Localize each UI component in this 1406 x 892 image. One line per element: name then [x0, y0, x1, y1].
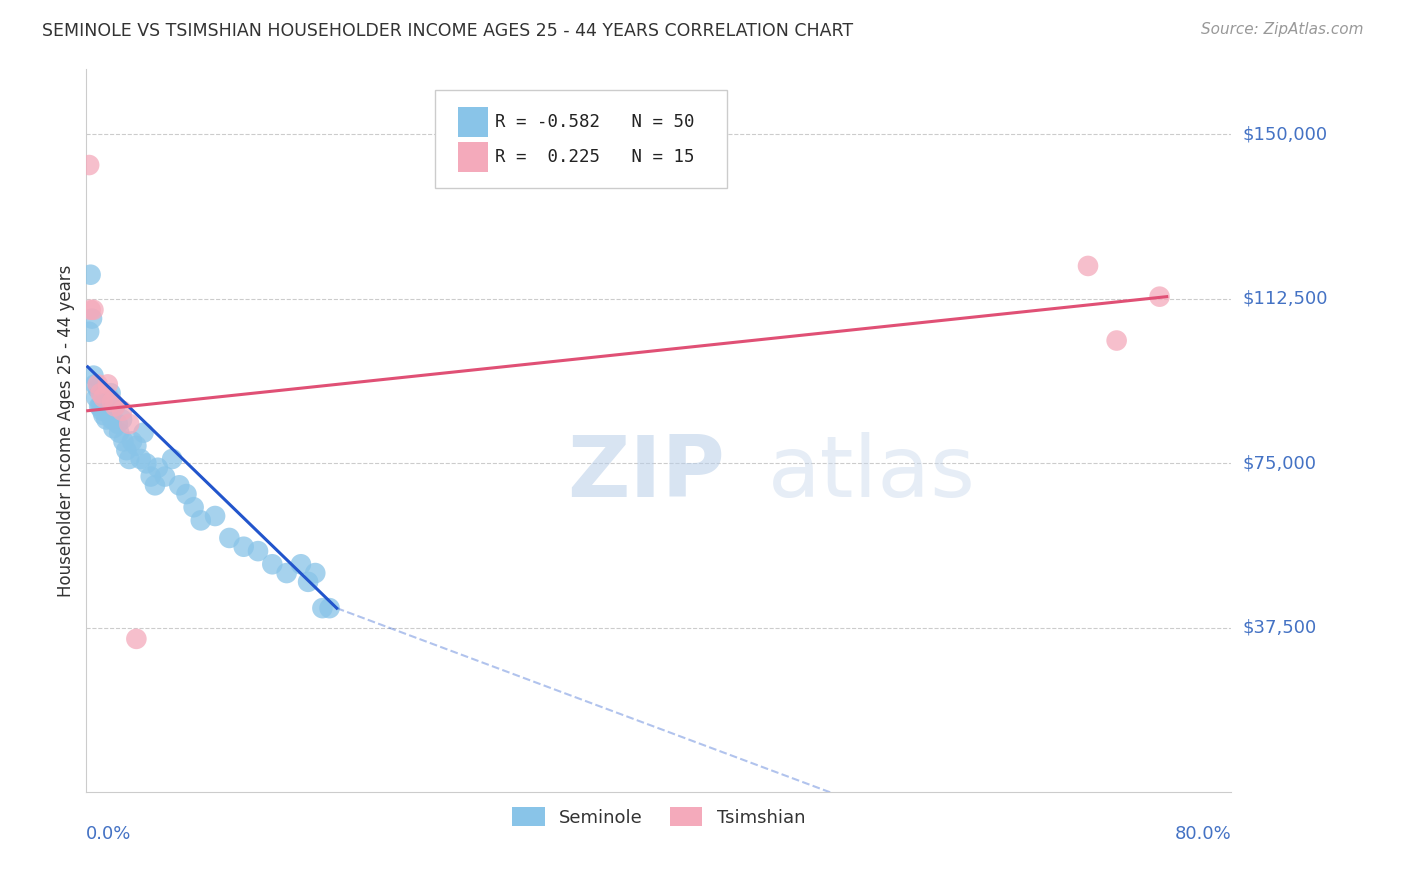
Point	[129, 452, 152, 467]
Point	[98, 391, 121, 405]
Point	[304, 566, 326, 580]
Point	[93, 391, 115, 405]
Point	[1105, 334, 1128, 348]
Text: R = -0.582   N = 50: R = -0.582 N = 50	[495, 113, 695, 131]
Point	[125, 439, 148, 453]
Point	[204, 508, 226, 523]
Point	[79, 268, 101, 282]
Y-axis label: Householder Income Ages 25 - 44 years: Householder Income Ages 25 - 44 years	[58, 264, 75, 597]
Text: ZIP: ZIP	[567, 433, 725, 516]
Point	[297, 574, 319, 589]
Point	[97, 403, 120, 417]
Point	[318, 601, 340, 615]
Point	[80, 311, 103, 326]
Text: 80.0%: 80.0%	[1174, 825, 1232, 843]
Point	[111, 412, 134, 426]
FancyBboxPatch shape	[458, 142, 488, 172]
Text: $150,000: $150,000	[1243, 126, 1327, 144]
Point	[96, 412, 118, 426]
Point	[91, 403, 114, 417]
Text: R =  0.225   N = 15: R = 0.225 N = 15	[495, 148, 695, 166]
Point	[111, 403, 134, 417]
Point	[101, 412, 124, 426]
Point	[100, 386, 122, 401]
Point	[1077, 259, 1099, 273]
Point	[101, 395, 124, 409]
Text: atlas: atlas	[768, 433, 976, 516]
Point	[135, 456, 157, 470]
Point	[190, 513, 212, 527]
Point	[153, 469, 176, 483]
Point	[93, 408, 115, 422]
Point	[108, 425, 131, 440]
Point	[1149, 290, 1171, 304]
Point	[90, 386, 112, 401]
Text: SEMINOLE VS TSIMSHIAN HOUSEHOLDER INCOME AGES 25 - 44 YEARS CORRELATION CHART: SEMINOLE VS TSIMSHIAN HOUSEHOLDER INCOME…	[42, 22, 853, 40]
Text: $75,000: $75,000	[1243, 454, 1316, 473]
Point	[311, 601, 333, 615]
Text: $112,500: $112,500	[1243, 290, 1327, 308]
Point	[169, 478, 191, 492]
Point	[89, 400, 111, 414]
Point	[107, 417, 129, 431]
Point	[290, 558, 312, 572]
Point	[218, 531, 240, 545]
Point	[97, 377, 120, 392]
Point	[103, 421, 125, 435]
Point	[118, 417, 141, 431]
Point	[84, 391, 107, 405]
Point	[183, 500, 205, 515]
Point	[118, 452, 141, 467]
Point	[160, 452, 183, 467]
Point	[77, 325, 100, 339]
Point	[104, 400, 127, 414]
Point	[262, 558, 284, 572]
Point	[82, 368, 104, 383]
Text: Source: ZipAtlas.com: Source: ZipAtlas.com	[1201, 22, 1364, 37]
FancyBboxPatch shape	[436, 90, 727, 188]
Point	[232, 540, 254, 554]
Text: $37,500: $37,500	[1243, 619, 1316, 637]
FancyBboxPatch shape	[458, 107, 488, 137]
Point	[79, 302, 101, 317]
Point	[83, 377, 105, 392]
Text: 0.0%: 0.0%	[86, 825, 132, 843]
Point	[87, 377, 110, 392]
Point	[176, 487, 198, 501]
Point	[94, 395, 117, 409]
Point	[82, 302, 104, 317]
Point	[115, 443, 138, 458]
Point	[112, 434, 135, 449]
Point	[87, 382, 110, 396]
Point	[125, 632, 148, 646]
Point	[132, 425, 155, 440]
Point	[247, 544, 270, 558]
Point	[143, 478, 166, 492]
Point	[90, 400, 112, 414]
Point	[104, 400, 127, 414]
Point	[121, 434, 143, 449]
Point	[77, 158, 100, 172]
Point	[276, 566, 298, 580]
Point	[139, 469, 162, 483]
Legend: Seminole, Tsimshian: Seminole, Tsimshian	[505, 800, 813, 834]
Point	[146, 460, 169, 475]
